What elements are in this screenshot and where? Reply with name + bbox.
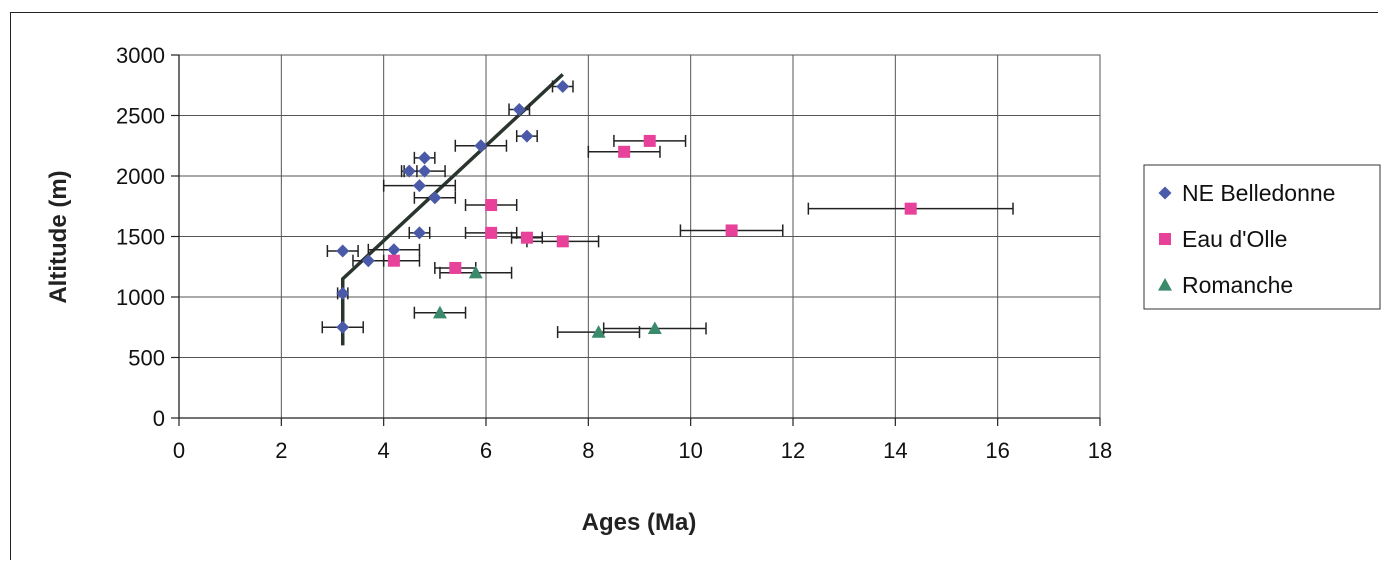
y-tick-label: 2500 xyxy=(116,104,165,129)
data-point xyxy=(485,226,498,239)
data-points xyxy=(336,79,917,338)
data-point xyxy=(556,235,569,248)
data-point xyxy=(474,139,488,153)
y-tick-label: 0 xyxy=(153,406,165,431)
data-point xyxy=(556,79,570,93)
data-point xyxy=(904,202,917,215)
data-point xyxy=(387,254,400,267)
data-point xyxy=(725,224,738,237)
legend-box xyxy=(1143,164,1381,310)
data-point xyxy=(361,254,375,268)
data-point xyxy=(412,226,426,240)
data-point xyxy=(591,325,606,338)
legend-label: Eau d'Olle xyxy=(1182,226,1287,252)
y-tick-label: 500 xyxy=(128,346,165,371)
y-axis-title: Altitude (m) xyxy=(45,170,72,303)
axes: 0 2 4 6 8 10 12 14 16 18 0 500 1000 1500 2000 2500 3000 xyxy=(116,43,1112,463)
x-tick-label: 14 xyxy=(883,438,907,463)
legend-marker xyxy=(1158,278,1172,291)
x-tick-label: 4 xyxy=(378,438,390,463)
data-point xyxy=(643,134,656,147)
y-tick-label: 2000 xyxy=(116,164,165,189)
data-point xyxy=(618,145,631,158)
y-tick-label: 3000 xyxy=(116,43,165,68)
data-point xyxy=(336,244,350,258)
y-tick-label: 1000 xyxy=(116,285,165,310)
x-tick-label: 10 xyxy=(678,438,702,463)
data-point xyxy=(418,151,432,165)
legend-label: Romanche xyxy=(1182,272,1293,298)
data-point xyxy=(418,164,432,178)
x-tick-label: 12 xyxy=(781,438,805,463)
error-bars xyxy=(321,80,1014,339)
data-point xyxy=(449,261,462,274)
chart-frame xyxy=(10,12,1378,560)
grid xyxy=(178,54,1101,419)
data-point xyxy=(520,231,533,244)
data-point xyxy=(412,179,426,193)
x-axis-title: Ages (Ma) xyxy=(582,509,697,536)
data-point xyxy=(485,199,498,212)
legend-marker xyxy=(1159,233,1171,245)
legend-marker xyxy=(1158,186,1172,200)
y-tick-label: 1500 xyxy=(116,225,165,250)
legend-label: NE Belledonne xyxy=(1182,180,1335,206)
data-point xyxy=(336,320,350,334)
data-point xyxy=(520,129,534,143)
data-point xyxy=(336,286,350,300)
x-tick-label: 16 xyxy=(985,438,1009,463)
legend: NE Belledonne Eau d'Olle Romanche xyxy=(1143,164,1381,310)
data-point xyxy=(402,164,416,178)
data-point xyxy=(428,191,442,205)
x-tick-label: 18 xyxy=(1088,438,1112,463)
x-tick-label: 0 xyxy=(173,438,185,463)
x-tick-label: 6 xyxy=(480,438,492,463)
data-point xyxy=(647,321,662,335)
data-point xyxy=(432,305,447,319)
data-point xyxy=(468,265,483,279)
x-tick-label: 8 xyxy=(582,438,594,463)
x-tick-label: 2 xyxy=(275,438,287,463)
data-point xyxy=(512,102,526,116)
data-point xyxy=(387,243,401,257)
